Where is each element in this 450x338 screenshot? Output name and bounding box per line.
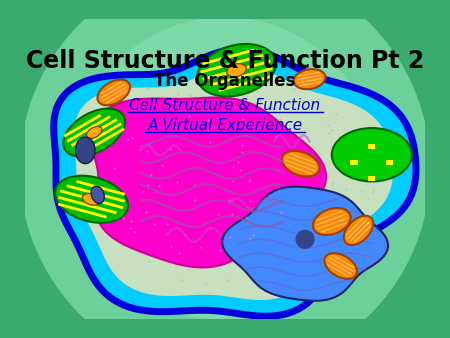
Polygon shape	[282, 151, 320, 176]
Polygon shape	[294, 69, 325, 89]
Text: Cell Structure & Function Pt 2: Cell Structure & Function Pt 2	[26, 49, 424, 73]
Ellipse shape	[76, 137, 95, 164]
Text: Cell Structure & Function: Cell Structure & Function	[130, 98, 320, 113]
FancyBboxPatch shape	[368, 144, 375, 149]
Ellipse shape	[82, 193, 101, 205]
Polygon shape	[222, 187, 388, 301]
Polygon shape	[324, 253, 357, 279]
Polygon shape	[74, 65, 393, 300]
FancyBboxPatch shape	[386, 160, 393, 165]
Circle shape	[296, 231, 314, 248]
Polygon shape	[344, 216, 373, 245]
Circle shape	[74, 18, 376, 320]
FancyBboxPatch shape	[351, 160, 358, 165]
Text: The Organelles: The Organelles	[154, 72, 296, 90]
FancyBboxPatch shape	[368, 176, 375, 182]
Ellipse shape	[86, 126, 102, 139]
Polygon shape	[98, 80, 130, 105]
Text: A Virtual Experience: A Virtual Experience	[148, 118, 302, 133]
Polygon shape	[313, 208, 351, 235]
Polygon shape	[198, 44, 276, 96]
Ellipse shape	[91, 186, 104, 203]
Polygon shape	[55, 176, 128, 223]
Polygon shape	[91, 98, 326, 267]
Polygon shape	[63, 108, 125, 156]
Circle shape	[20, 0, 430, 338]
Ellipse shape	[332, 128, 412, 182]
Polygon shape	[54, 49, 416, 316]
Ellipse shape	[227, 64, 246, 77]
